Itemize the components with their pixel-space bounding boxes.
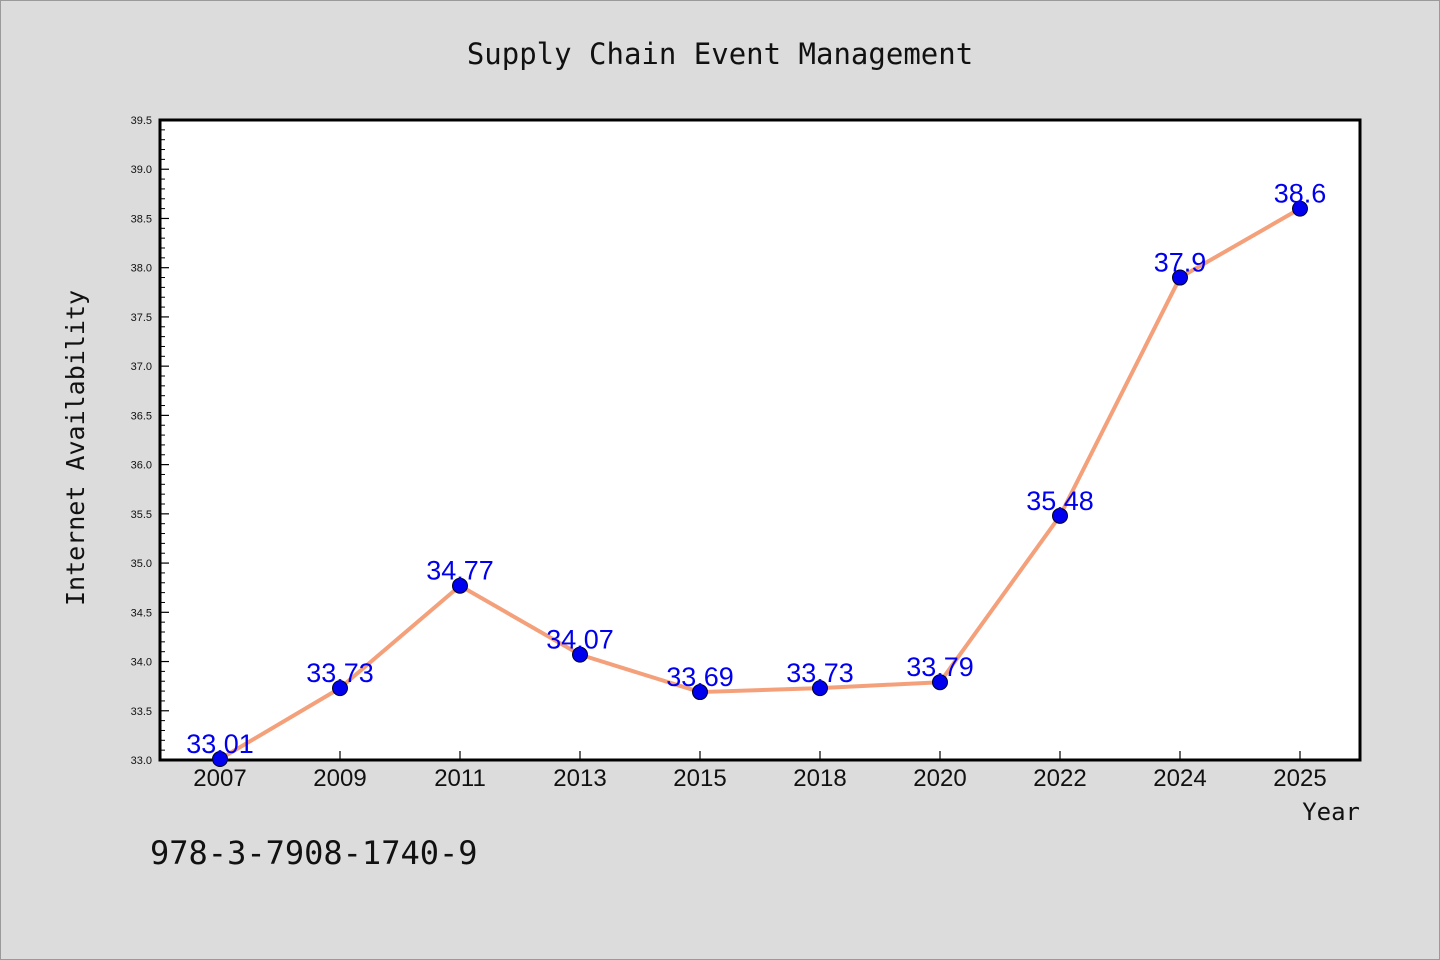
y-tick-label: 33.5 [131,706,152,718]
y-tick-label: 38.5 [131,213,152,225]
x-tick-label: 2018 [793,765,846,792]
data-label: 33.73 [306,658,374,688]
data-label: 34.77 [426,556,494,586]
x-tick-label: 2020 [913,765,966,792]
data-point [1052,507,1068,524]
data-point [452,577,468,594]
data-label: 35.48 [1026,486,1094,516]
data-label: 33.01 [186,729,254,759]
y-tick-label: 39.5 [131,115,152,127]
x-tick-label: 2015 [673,765,726,792]
data-point [1172,269,1188,286]
y-tick-label: 36.5 [131,410,152,422]
y-axis-label: Internet Availability [61,290,90,606]
y-tick-label: 34.5 [131,607,152,619]
isbn-label: 978-3-7908-1740-9 [150,834,478,872]
x-tick-label: 2024 [1153,765,1206,792]
y-tick-label: 38.0 [131,263,152,275]
data-label: 38.6 [1274,179,1327,209]
series-internet-availability: 33.01 33.73 34.77 34.07 33.69 33.73 33.79 35.48… [186,179,1327,768]
chart-title: Supply Chain Event Management [467,37,973,71]
data-point [212,751,228,768]
x-tick-label: 2011 [434,765,486,792]
data-label: 34.07 [546,625,614,655]
y-tick-label: 35.0 [131,558,152,570]
data-label: 33.73 [786,658,854,688]
y-tick-label: 36.0 [131,460,152,472]
series-line [218,206,1302,762]
data-point [1292,200,1308,217]
y-tick-label: 39.0 [131,164,152,176]
y-tick-label: 37.5 [131,312,152,324]
y-tick-label: 34.0 [131,657,152,669]
data-point [692,684,708,701]
data-point [572,646,588,663]
data-point [812,680,828,697]
x-tick-label: 2009 [313,765,366,792]
x-tick-label: 2022 [1033,765,1086,792]
y-tick-label: 37.0 [131,361,152,373]
y-axis: 33.0 33.5 34.0 34.5 35.0 35.5 36.0 36.5 37.0 37.5… [131,115,169,767]
x-tick-label: 2025 [1273,765,1326,792]
plot-area [158,118,1362,762]
data-point [932,674,948,691]
x-tick-label: 2013 [553,765,606,792]
y-tick-label: 35.5 [131,509,152,521]
data-label: 33.79 [906,652,974,682]
data-label: 33.69 [666,662,734,692]
x-tick-label: 2007 [193,765,246,792]
y-tick-label: 33.0 [131,755,152,767]
x-axis: 2007 2009 2011 2013 2015 2018 2020 2022 2024 2025 [193,751,1327,792]
x-axis-label: Year [1302,798,1360,826]
data-point [332,680,348,697]
data-label: 37.9 [1154,248,1207,278]
